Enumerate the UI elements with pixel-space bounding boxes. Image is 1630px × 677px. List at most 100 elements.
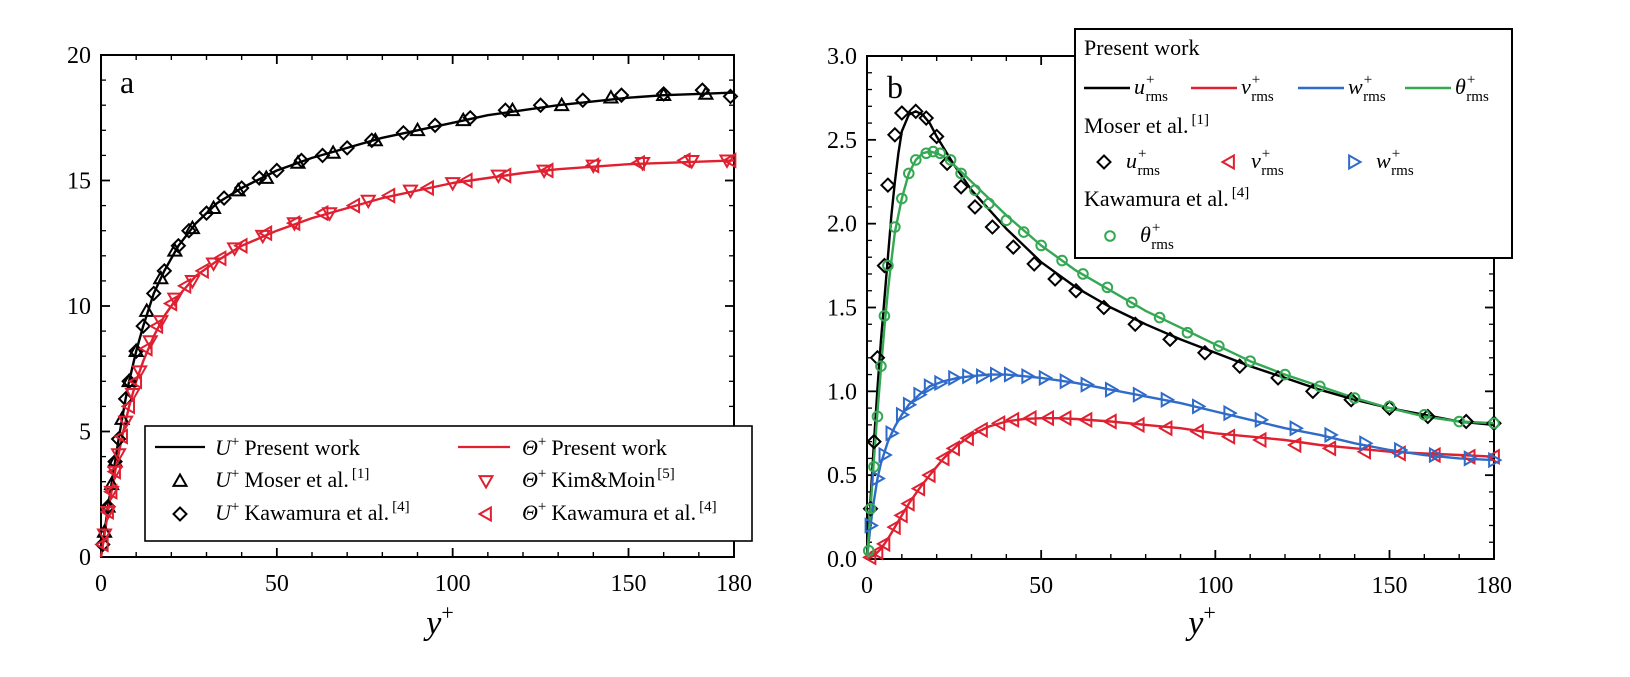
panel-a-point-kim-moin (402, 184, 419, 200)
panel-b-point-v-rms-moser-et-al (1189, 423, 1204, 440)
panel-a-point-u-moser-et-al (127, 342, 145, 358)
legend-b-label-w-rms: w+ rms (1348, 72, 1386, 105)
panel-b-point-v-rms-moser-et-al (1039, 409, 1055, 427)
panel-b-legend-box (1074, 28, 1513, 259)
panel-a-point-u-moser-et-al (138, 302, 155, 317)
panel-b-point-u-rms-moser-et-al (907, 103, 924, 120)
panel-b-point-u-rms-moser-et-al (984, 219, 1001, 235)
panel-b-point-w-rms-moser-et-al (885, 425, 900, 442)
panel-b-point-v-rms-moser-et-al (893, 507, 908, 524)
legend-a-u-present-text: U+ Present work (215, 434, 360, 460)
panel-b-point-w-rms-moser-et-al (1132, 386, 1148, 403)
panel-b-point-w-rms-moser-et-al (1080, 376, 1095, 393)
panel-b-point-rms-kawamura-et-al (1077, 268, 1089, 280)
legend-a-moser-marker (171, 472, 189, 487)
panel-b-point-rms-kawamura-et-al (955, 167, 967, 180)
panel-b-point-rms-kawamura-et-al (878, 310, 891, 322)
panel-a-point-u-moser-et-al (602, 89, 620, 104)
panel-a-point-kawamura-et-al (314, 204, 329, 222)
panel-a-point-kawamura-et-al (539, 162, 554, 179)
legend-b-label-rms: θ+ rms (1455, 72, 1489, 105)
panel-b-point-u-rms-moser-et-al (1095, 299, 1112, 316)
legend-b-present-lines: u+ rms v+ rms w+ rms θ+ rms (1084, 72, 1489, 105)
panel-b-point-rms-kawamura-et-al (1213, 340, 1225, 352)
panel-a-x-tick-label: 50 (265, 571, 289, 597)
panel-b-y-tick-label: 3.0 (827, 44, 857, 70)
panel-b-point-rms-kawamura-et-al (1101, 281, 1114, 294)
panel-b-series (861, 103, 1503, 566)
panel-a-point-kawamura-et-al (162, 295, 178, 312)
panel-b-point-rms-kawamura-et-al (1035, 239, 1047, 252)
legend-b-marker-u-rms (1096, 154, 1112, 170)
panel-a-point-kawamura-et-al (630, 154, 645, 172)
panel-b-point-rms-kawamura-et-al (927, 145, 939, 158)
panel-b-point-rms-kawamura-et-al (882, 259, 894, 272)
panel-a-point-u-kawamura-et-al (293, 152, 310, 169)
panel-b-point-u-rms-moser-et-al (1231, 358, 1248, 375)
panel-b-point-u-rms-moser-et-al (1458, 413, 1475, 430)
panel-b-point-u-rms-moser-et-al (967, 198, 983, 215)
panel-b-point-v-rms-moser-et-al (1252, 431, 1267, 449)
legend-a-kawamura-u-text: U+ Kawamura et al. [4] (215, 499, 410, 525)
panel-a-point-u-kawamura-et-al (170, 237, 187, 254)
panel-b-point-rms-kawamura-et-al (1418, 409, 1431, 421)
panel-a-series (94, 82, 739, 558)
panel-b-point-u-rms-moser-et-al (953, 178, 969, 195)
panel-b-point-rms-kawamura-et-al (862, 544, 875, 557)
panel-b-point-rms-kawamura-et-al (1348, 392, 1361, 404)
panel-b-point-v-rms-moser-et-al (1286, 436, 1302, 454)
panel-b-point-v-rms-moser-et-al (875, 535, 891, 553)
panel-b-x-tick-label: 0 (861, 573, 873, 599)
panel-b-point-rms-kawamura-et-al (1056, 254, 1068, 267)
panel-b-x-tick-label: 180 (1476, 573, 1512, 599)
panel-b-point-u-rms-moser-et-al (893, 105, 910, 121)
panel-a-point-u-kawamura-et-al (655, 85, 672, 102)
legend-b-moser-label-u-rms: u+ rms (1126, 146, 1160, 179)
panel-b-point-u-rms-moser-et-al (928, 128, 945, 145)
panel-a-point-kim-moin (142, 335, 159, 350)
legend-a-kimmoin-text: Θ+ Kim&Moin [5] (522, 466, 675, 492)
panel-b-point-rms-kawamura-et-al (1181, 326, 1194, 339)
panel-a-point-kawamura-et-al (127, 373, 143, 390)
panel-b-point-w-rms-moser-et-al (1324, 426, 1339, 444)
panel-a-point-kawamura-et-al (496, 167, 512, 184)
panel-a-x-axis-label: y+ (423, 600, 454, 642)
panel-a-point-kawamura-et-al (676, 152, 691, 169)
panel-a-point-u-moser-et-al (258, 169, 275, 184)
panel-b-point-u-rms-moser-et-al (918, 110, 935, 126)
panel-a-y-tick-label: 10 (67, 294, 91, 320)
panel-b-point-w-rms-moser-et-al (1254, 411, 1270, 429)
panel-a-point-kim-moin (96, 528, 113, 543)
panel-b-point-v-rms-moser-et-al (868, 544, 884, 561)
panel-b-point-v-rms-moser-et-al (1158, 419, 1173, 437)
panel-b-point-u-rms-moser-et-al (1068, 282, 1084, 299)
panel-b-point-rms-kawamura-et-al (1000, 214, 1013, 227)
panel-b-point-rms-kawamura-et-al (1279, 368, 1291, 381)
panel-a-point-u-kawamura-et-al (216, 190, 232, 206)
panel-a-point-u-kawamura-et-al (145, 285, 162, 302)
legend-a-triangle-down-marker (477, 475, 495, 490)
panel-b-point-w-rms-moser-et-al (1192, 398, 1207, 415)
panel-b-point-v-rms-moser-et-al (973, 421, 988, 439)
panel-a-point-u-kawamura-et-al (156, 262, 173, 279)
panel-b-point-u-rms-moser-et-al (1196, 344, 1213, 361)
panel-a-point-kim-moin (444, 177, 461, 192)
panel-a-point-u-kawamura-et-al (574, 92, 591, 109)
panel-b-point-w-rms-moser-et-al (1428, 446, 1444, 464)
panel-b-point-u-rms-moser-et-al (1047, 271, 1064, 287)
panel-b-x-tick-label: 100 (1197, 573, 1233, 599)
panel-a-point-u-moser-et-al (697, 85, 715, 100)
panel-b-point-rms-kawamura-et-al (896, 192, 908, 205)
panel-a-point-u-kawamura-et-al (339, 139, 356, 156)
legend-a-triangle-up-marker (171, 472, 189, 487)
panel-a-point-kawamura-et-al (138, 340, 153, 357)
panel-a-point-kim-moin (117, 415, 134, 430)
panel-a-point-kawamura-et-al (721, 152, 737, 169)
legend-a-theta-present-text: Θ+ Present work (522, 434, 667, 460)
panel-a-point-u-kawamura-et-al (395, 124, 412, 141)
panel-b-point-w-rms-moser-et-al (902, 396, 918, 413)
panel-a-point-kim-moin (360, 194, 377, 210)
panel-b-point-rms-kawamura-et-al (920, 147, 933, 160)
panel-a-point-kim-moin (124, 387, 141, 403)
